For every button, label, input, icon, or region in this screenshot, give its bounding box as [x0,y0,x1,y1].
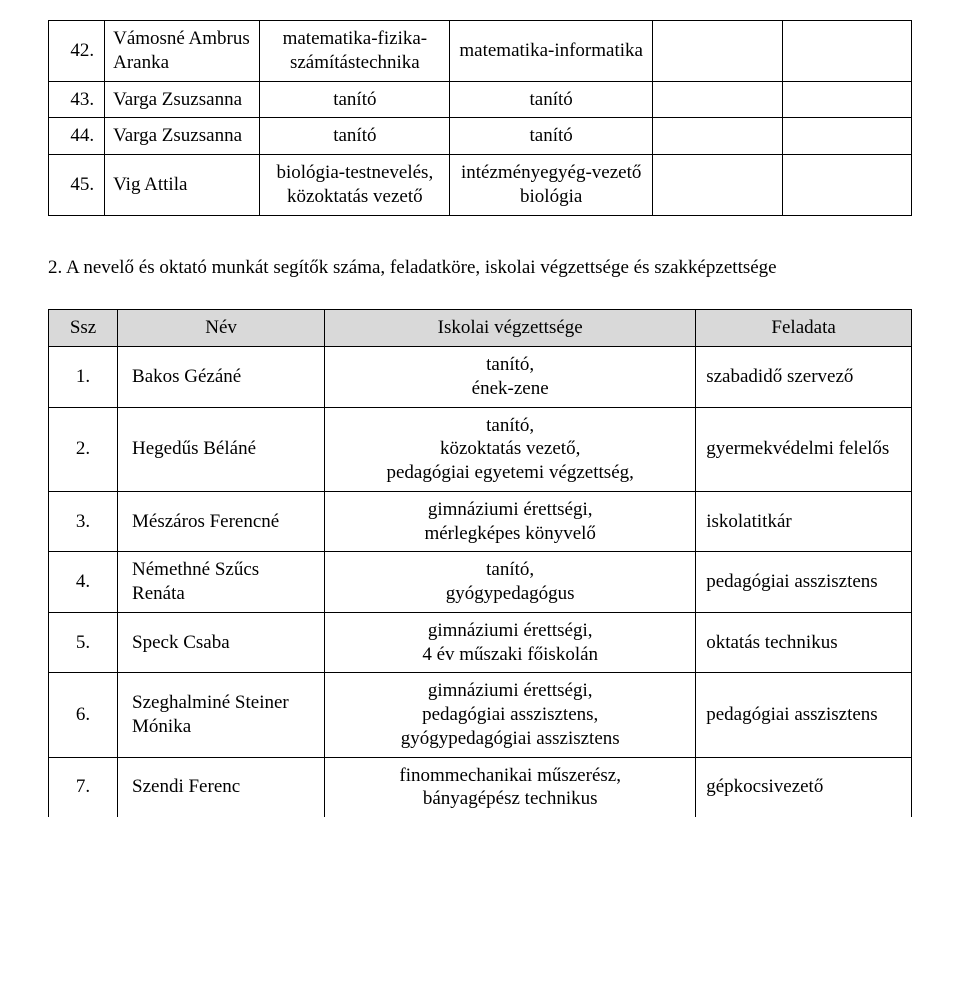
row-col3: tanító [450,81,653,118]
row-col2: tanító [260,118,450,155]
table-row: 7.Szendi Ferencfinommechanikai műszerész… [49,757,912,817]
row-name: Vámosné Ambrus Aranka [105,21,260,82]
row-name: Vig Attila [105,155,260,216]
table-row: 6.Szeghalminé Steiner Mónikagimnáziumi é… [49,673,912,757]
row-iskolai: gimnáziumi érettségi,pedagógiai assziszt… [325,673,696,757]
section-heading: 2. A nevelő és oktató munkát segítők szá… [48,256,912,280]
row-number: 6. [49,673,118,757]
row-name: Némethné Szűcs Renáta [118,552,325,613]
header-nev: Név [118,310,325,347]
row-feladata: pedagógiai asszisztens [696,552,912,613]
table-row: 5.Speck Csabagimnáziumi érettségi,4 év m… [49,612,912,673]
row-number: 5. [49,612,118,673]
row-number: 4. [49,552,118,613]
row-name: Szeghalminé Steiner Mónika [118,673,325,757]
row-number: 1. [49,347,118,408]
row-name: Mészáros Ferencné [118,491,325,552]
table-row: 1.Bakos Gézánétanító,ének-zeneszabadidő … [49,347,912,408]
row-number: 2. [49,407,118,491]
row-iskolai: gimnáziumi érettségi,4 év műszaki főisko… [325,612,696,673]
row-iskolai: finommechanikai műszerész,bányagépész te… [325,757,696,817]
row-iskolai: tanító,ének-zene [325,347,696,408]
row-col3: tanító [450,118,653,155]
row-col5 [782,81,911,118]
table-row: 43.Varga Zsuzsannatanítótanító [49,81,912,118]
table-row: 42.Vámosné Ambrus Arankamatematika-fizik… [49,21,912,82]
row-name: Varga Zsuzsanna [105,118,260,155]
row-col5 [782,155,911,216]
table-row: 2.Hegedűs Bélánétanító,közoktatás vezető… [49,407,912,491]
header-ssz: Ssz [49,310,118,347]
row-col4 [653,21,782,82]
row-number: 45. [49,155,105,216]
row-name: Bakos Gézáné [118,347,325,408]
row-col4 [653,155,782,216]
row-col3: matematika-informatika [450,21,653,82]
row-feladata: gépkocsivezető [696,757,912,817]
row-feladata: gyermekvédelmi felelős [696,407,912,491]
row-number: 7. [49,757,118,817]
table-row: 45.Vig Attilabiológia-testnevelés, közok… [49,155,912,216]
table-row: 44.Varga Zsuzsannatanítótanító [49,118,912,155]
row-number: 42. [49,21,105,82]
row-name: Varga Zsuzsanna [105,81,260,118]
row-number: 3. [49,491,118,552]
header-iskolai: Iskolai végzettsége [325,310,696,347]
row-iskolai: gimnáziumi érettségi,mérlegképes könyvel… [325,491,696,552]
row-feladata: szabadidő szervező [696,347,912,408]
row-col4 [653,81,782,118]
table-row: 4.Némethné Szűcs Renátatanító,gyógypedag… [49,552,912,613]
row-col5 [782,21,911,82]
row-col2: biológia-testnevelés, közoktatás vezető [260,155,450,216]
row-number: 44. [49,118,105,155]
row-name: Speck Csaba [118,612,325,673]
row-number: 43. [49,81,105,118]
row-feladata: pedagógiai asszisztens [696,673,912,757]
staff-table-1: 42.Vámosné Ambrus Arankamatematika-fizik… [48,20,912,216]
row-col4 [653,118,782,155]
row-feladata: oktatás technikus [696,612,912,673]
row-feladata: iskolatitkár [696,491,912,552]
row-name: Szendi Ferenc [118,757,325,817]
row-iskolai: tanító,közoktatás vezető,pedagógiai egye… [325,407,696,491]
table-row: 3.Mészáros Ferencnégimnáziumi érettségi,… [49,491,912,552]
row-col2: matematika-fizika-számítástechnika [260,21,450,82]
row-col3: intézményegyég-vezető biológia [450,155,653,216]
row-col5 [782,118,911,155]
row-col2: tanító [260,81,450,118]
table-header-row: Ssz Név Iskolai végzettsége Feladata [49,310,912,347]
header-feladata: Feladata [696,310,912,347]
staff-table-2: Ssz Név Iskolai végzettsége Feladata 1.B… [48,309,912,817]
row-iskolai: tanító,gyógypedagógus [325,552,696,613]
row-name: Hegedűs Béláné [118,407,325,491]
